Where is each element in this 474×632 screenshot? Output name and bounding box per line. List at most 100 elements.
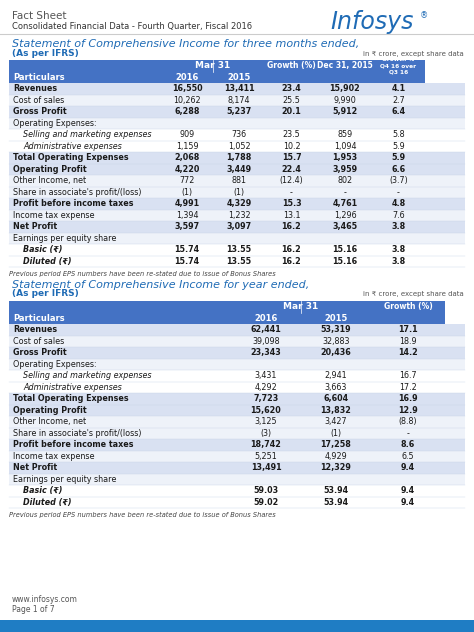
Bar: [318, 71, 372, 83]
Bar: [161, 60, 265, 71]
Text: 3,663: 3,663: [325, 383, 347, 392]
Text: 1,394: 1,394: [176, 210, 198, 220]
Text: Mar 31: Mar 31: [283, 302, 319, 311]
Text: Consolidated Financial Data - Fourth Quarter, Fiscal 2016: Consolidated Financial Data - Fourth Qua…: [12, 21, 252, 30]
Text: 15.74: 15.74: [174, 245, 200, 254]
Text: 20.1: 20.1: [282, 107, 301, 116]
Bar: [9, 301, 231, 312]
Bar: [265, 71, 318, 83]
Text: 9.4: 9.4: [401, 498, 415, 507]
Text: 20,436: 20,436: [320, 348, 351, 357]
Text: 4,220: 4,220: [174, 165, 200, 174]
Text: 4,991: 4,991: [174, 199, 200, 209]
Text: (1): (1): [330, 428, 342, 438]
Text: Basic (₹): Basic (₹): [23, 245, 63, 254]
Text: Growth (%): Growth (%): [267, 61, 316, 70]
Bar: [9, 393, 465, 404]
Text: Operating Expenses:: Operating Expenses:: [13, 360, 97, 368]
Text: 1,094: 1,094: [334, 142, 356, 151]
Text: 15,620: 15,620: [251, 406, 282, 415]
Text: 17.2: 17.2: [399, 383, 417, 392]
Text: Income tax expense: Income tax expense: [13, 210, 94, 220]
Bar: [9, 71, 161, 83]
Text: -: -: [344, 188, 346, 197]
Bar: [231, 301, 371, 312]
Text: Revenues: Revenues: [13, 325, 57, 334]
Text: 6.5: 6.5: [401, 452, 414, 461]
Text: 802: 802: [337, 176, 353, 185]
Bar: [9, 221, 465, 233]
Bar: [9, 312, 231, 324]
Text: Diluted (₹): Diluted (₹): [23, 257, 72, 265]
Text: 13,411: 13,411: [224, 84, 255, 94]
Text: Particulars: Particulars: [13, 313, 64, 323]
Bar: [0, 620, 474, 632]
Text: 909: 909: [179, 130, 195, 139]
Text: 39,098: 39,098: [252, 337, 280, 346]
Bar: [9, 370, 465, 382]
Bar: [371, 301, 445, 312]
Text: 4,329: 4,329: [227, 199, 252, 209]
Bar: [9, 106, 465, 118]
Text: 1,159: 1,159: [176, 142, 198, 151]
Text: Other Income, net: Other Income, net: [13, 417, 86, 426]
Text: 3,597: 3,597: [174, 222, 200, 231]
Bar: [9, 347, 465, 358]
Text: Total Operating Expenses: Total Operating Expenses: [13, 394, 128, 403]
Text: 4,761: 4,761: [332, 199, 357, 209]
Bar: [371, 312, 445, 324]
Text: 10.2: 10.2: [283, 142, 301, 151]
Bar: [213, 71, 265, 83]
Text: 2015: 2015: [324, 313, 348, 323]
Text: 8.6: 8.6: [401, 441, 415, 449]
Text: (12.4): (12.4): [280, 176, 303, 185]
Text: 9.4: 9.4: [401, 486, 415, 495]
Bar: [9, 244, 465, 255]
Text: Total Operating Expenses: Total Operating Expenses: [13, 153, 128, 162]
Text: 4.1: 4.1: [392, 84, 406, 94]
Text: 5,912: 5,912: [332, 107, 357, 116]
Text: 15.7: 15.7: [282, 153, 301, 162]
Text: Statement of Comprehensive Income for three months ended,: Statement of Comprehensive Income for th…: [12, 39, 359, 49]
Text: (3.7): (3.7): [389, 176, 408, 185]
Text: Earnings per equity share: Earnings per equity share: [13, 475, 117, 483]
Text: (As per IFRS): (As per IFRS): [12, 49, 79, 59]
Text: 62,441: 62,441: [251, 325, 282, 334]
Bar: [9, 186, 465, 198]
Text: Gross Profit: Gross Profit: [13, 348, 67, 357]
Text: Gross Profit: Gross Profit: [13, 107, 67, 116]
Text: Dec 31, 2015: Dec 31, 2015: [317, 61, 373, 70]
Text: 13,491: 13,491: [251, 463, 281, 472]
Text: ®: ®: [420, 11, 428, 20]
Bar: [9, 497, 465, 508]
Bar: [9, 140, 465, 152]
Text: 3.8: 3.8: [392, 257, 406, 265]
Bar: [9, 358, 465, 370]
Bar: [9, 416, 465, 427]
Bar: [372, 71, 425, 83]
Text: Administrative expenses: Administrative expenses: [23, 142, 122, 151]
Text: -: -: [290, 188, 293, 197]
Text: 25.5: 25.5: [283, 96, 301, 105]
Text: 1,232: 1,232: [228, 210, 250, 220]
Text: 53.94: 53.94: [323, 498, 348, 507]
Text: Basic (₹): Basic (₹): [23, 486, 63, 495]
Text: 10,262: 10,262: [173, 96, 201, 105]
Text: 9.4: 9.4: [401, 463, 415, 472]
Text: Fact Sheet: Fact Sheet: [12, 11, 66, 21]
Text: 16,550: 16,550: [172, 84, 202, 94]
Text: Statement of Comprehensive Income for year ended,: Statement of Comprehensive Income for ye…: [12, 280, 309, 290]
Text: in ₹ crore, except share data: in ₹ crore, except share data: [363, 51, 464, 57]
Text: 6,604: 6,604: [323, 394, 348, 403]
Text: Share in associate's profit/(loss): Share in associate's profit/(loss): [13, 188, 142, 197]
Text: 5.9: 5.9: [392, 153, 406, 162]
Text: (8.8): (8.8): [399, 417, 417, 426]
Text: 15.16: 15.16: [332, 245, 357, 254]
Text: Previous period EPS numbers have been re-stated due to issue of Bonus Shares: Previous period EPS numbers have been re…: [9, 512, 276, 518]
Text: 15.74: 15.74: [174, 257, 200, 265]
Text: 23,343: 23,343: [251, 348, 282, 357]
Text: 13.1: 13.1: [283, 210, 300, 220]
Text: Operating Profit: Operating Profit: [13, 165, 87, 174]
Text: 5.9: 5.9: [392, 142, 405, 151]
Bar: [9, 255, 465, 267]
